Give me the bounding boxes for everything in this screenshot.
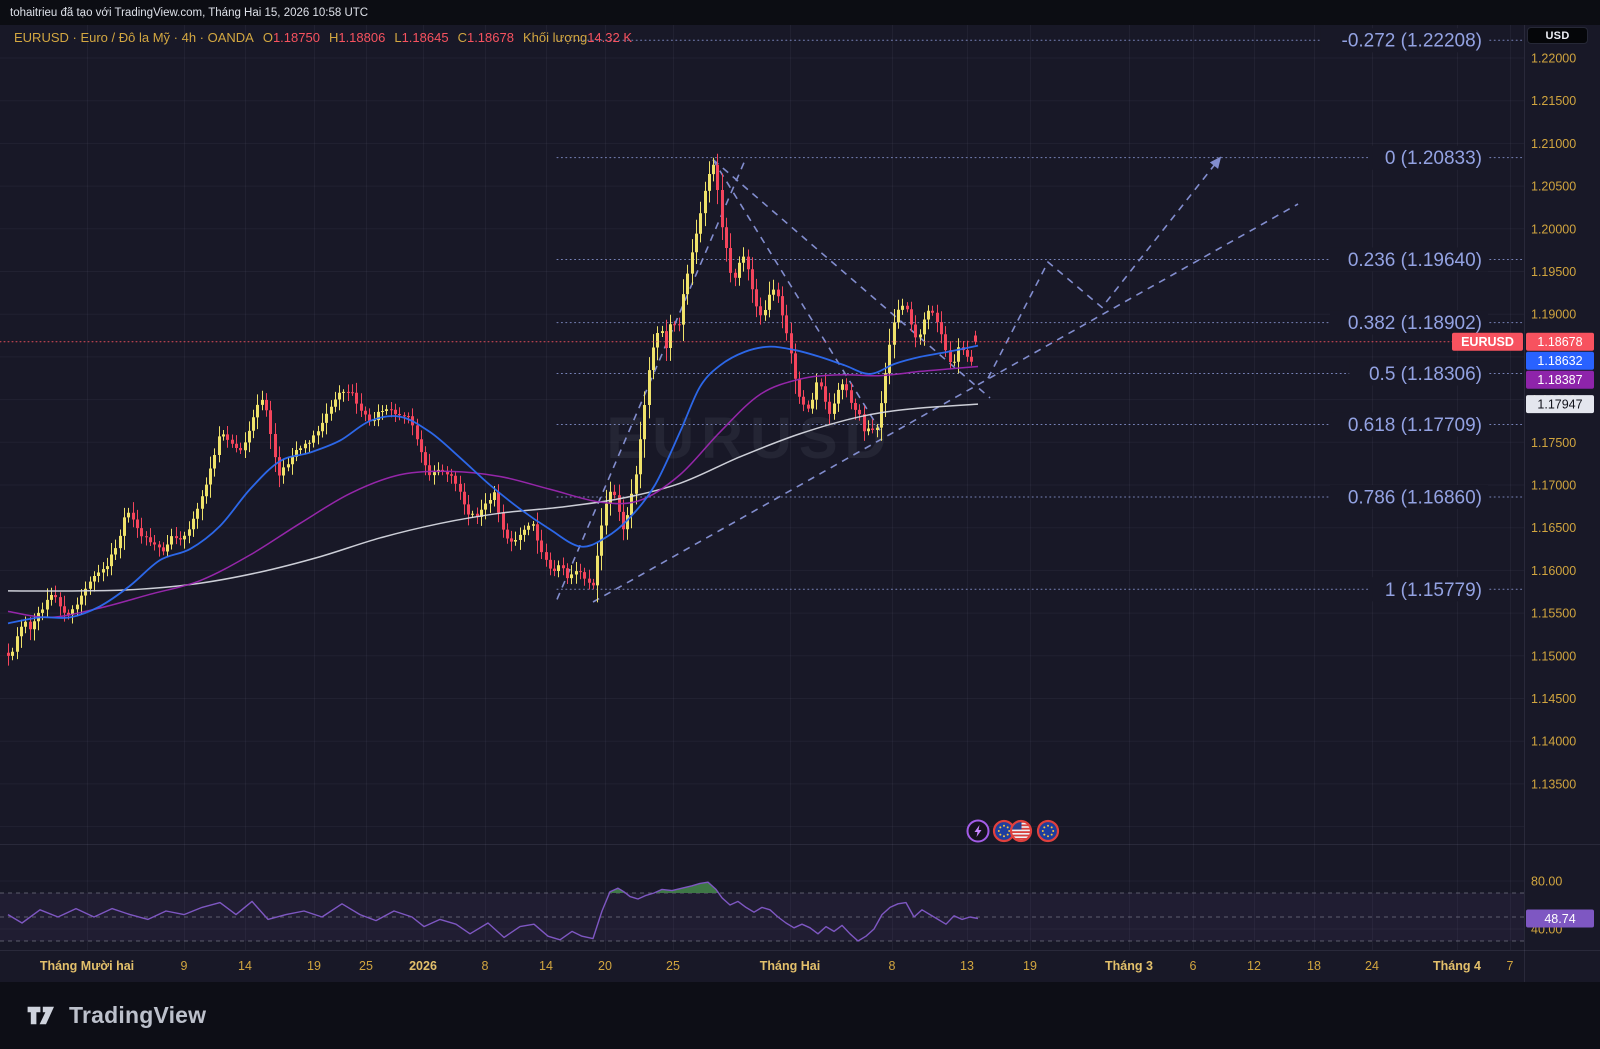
- rsi-value-badge: [1526, 909, 1594, 928]
- time-tick-label[interactable]: 19: [1023, 959, 1037, 973]
- fib-level-label: 0 (1.20833): [1385, 148, 1482, 169]
- time-tick-label[interactable]: 8: [889, 959, 896, 973]
- symbol-name-tag-text: EURUSD: [1461, 335, 1514, 349]
- ma-fast-line: [7, 344, 979, 625]
- symbol-watermark: EURUSD: [607, 406, 894, 471]
- tradingview-brand-text[interactable]: TradingView: [69, 1002, 207, 1028]
- ma-slow-line: [7, 403, 979, 592]
- falling-line-steep: [712, 159, 881, 431]
- event-marker-eu-flag[interactable]: [1036, 819, 1060, 843]
- rsi-tick-label: 80.00: [1531, 875, 1562, 889]
- time-tick-label[interactable]: 12: [1247, 959, 1261, 973]
- legend-symbol-title[interactable]: EURUSD · Euro / Đô la Mỹ · 4h · OANDA: [14, 29, 254, 45]
- projected-wave-path: [987, 157, 1221, 379]
- fib-level-label: -0.272 (1.22208): [1342, 31, 1483, 52]
- currency-toggle-button[interactable]: USD: [1527, 27, 1588, 44]
- time-tick-label[interactable]: 20: [598, 959, 612, 973]
- price-tick-label: 1.22000: [1531, 52, 1576, 66]
- time-axis: Tháng Mười hai 9 14 19 25 2026 8 14 20 25 Tháng Ha…: [40, 959, 1514, 973]
- grid-lines: [0, 25, 1524, 950]
- time-tick-label[interactable]: 9: [181, 959, 188, 973]
- price-tick-label: 1.17500: [1531, 436, 1576, 450]
- ma-medium-badge: [1526, 370, 1594, 389]
- time-tick-label[interactable]: 13: [960, 959, 974, 973]
- ma-medium-line: [7, 365, 979, 619]
- price-axis: 1.22000 1.21500 1.21000 1.20500 1.20000 1.195…: [1531, 52, 1576, 937]
- fib-level-label: 0.786 (1.16860): [1348, 487, 1482, 508]
- tradingview-logo-icon[interactable]: [26, 1004, 58, 1027]
- rsi-line: [7, 881, 979, 942]
- time-tick-label[interactable]: Tháng Mười hai: [40, 959, 134, 973]
- legend-high: H1.18806: [328, 29, 386, 45]
- event-markers: [966, 819, 1060, 843]
- time-tick-label[interactable]: 18: [1307, 959, 1321, 973]
- footer-bar: TradingView: [0, 982, 1600, 1049]
- price-label-badges: EURUSD 1.18678 1.18632 1.18387 1.17947 48.74: [1452, 332, 1594, 928]
- time-tick-label[interactable]: 24: [1365, 959, 1379, 973]
- time-tick-label[interactable]: 14: [238, 959, 252, 973]
- time-tick-label[interactable]: 2026: [409, 959, 437, 973]
- rsi-overbought-fill: [610, 888, 624, 893]
- time-tick-label[interactable]: Tháng 3: [1105, 959, 1153, 973]
- last-price-badge: [1526, 332, 1594, 351]
- price-tick-label: 1.19000: [1531, 308, 1576, 322]
- time-tick-label[interactable]: 6: [1190, 959, 1197, 973]
- symbol-name-tag: [1452, 332, 1523, 351]
- fib-level-label: 0.382 (1.18902): [1348, 313, 1482, 334]
- price-tick-label: 1.20000: [1531, 222, 1576, 236]
- legend-volume-label: Khối lượng: [522, 29, 588, 45]
- price-tick-label: 1.17000: [1531, 479, 1576, 493]
- ma-fast-badge-text: 1.18632: [1537, 354, 1582, 368]
- price-tick-label: 1.14000: [1531, 735, 1576, 749]
- time-tick-label[interactable]: 7: [1507, 959, 1514, 973]
- legend-low: L1.18645: [394, 29, 449, 45]
- eu-flag-icon: [1036, 819, 1060, 843]
- event-marker-eu-flag[interactable]: [992, 819, 1016, 843]
- fibonacci-retracement: -0.272 (1.22208) 0 (1.20833) 0.236 (1.1964…: [556, 28, 1525, 602]
- price-tick-label: 1.21500: [1531, 94, 1576, 108]
- last-price-badge-text: 1.18678: [1537, 335, 1582, 349]
- ma-slow-badge: [1526, 395, 1594, 414]
- price-tick-label: 1.16500: [1531, 521, 1576, 535]
- fib-level-label: 1 (1.15779): [1385, 580, 1482, 601]
- falling-line-shallow: [712, 158, 991, 399]
- time-tick-label[interactable]: 25: [666, 959, 680, 973]
- time-tick-label[interactable]: 19: [307, 959, 321, 973]
- time-tick-label[interactable]: 25: [359, 959, 373, 973]
- ma-slow-badge-text: 1.17947: [1537, 398, 1582, 412]
- fib-level-label: 0.5 (1.18306): [1369, 364, 1482, 385]
- price-tick-label: 1.15000: [1531, 649, 1576, 663]
- time-tick-label[interactable]: Tháng 4: [1433, 959, 1481, 973]
- price-tick-label: 1.13500: [1531, 777, 1576, 791]
- attribution-text: tohaitrieu đã tạo với TradingView.com, T…: [10, 6, 369, 19]
- trendline-drawings: [556, 156, 1299, 603]
- time-tick-label[interactable]: 8: [482, 959, 489, 973]
- ma-medium-badge-text: 1.18387: [1537, 373, 1582, 387]
- event-marker-flash-event[interactable]: [966, 819, 990, 843]
- price-tick-label: 1.21000: [1531, 137, 1576, 151]
- price-tick-label: 1.20500: [1531, 180, 1576, 194]
- legend-close: C1.18678: [457, 29, 514, 45]
- ascending-support-trendline: [592, 203, 1299, 603]
- attribution-bar: tohaitrieu đã tạo với TradingView.com, T…: [0, 0, 1600, 25]
- ma-fast-badge: [1526, 351, 1594, 370]
- price-tick-label: 1.15500: [1531, 607, 1576, 621]
- price-tick-label: 1.19500: [1531, 265, 1576, 279]
- symbol-legend[interactable]: EURUSD · Euro / Đô la Mỹ · 4h · OANDA O1…: [14, 28, 632, 46]
- price-tick-label: 1.16000: [1531, 564, 1576, 578]
- legend-volume-value: 14.32 K: [587, 29, 633, 45]
- legend-open: O1.18750: [262, 29, 320, 45]
- fib-level-label: 0.236 (1.19640): [1348, 250, 1482, 271]
- rsi-indicator: [0, 881, 1524, 942]
- rising-trendline-to-peak: [556, 157, 747, 600]
- fib-level-label: 0.618 (1.17709): [1348, 415, 1482, 436]
- event-marker-us-flag[interactable]: [1009, 819, 1033, 843]
- time-tick-label[interactable]: 14: [539, 959, 553, 973]
- rsi-value-badge-text: 48.74: [1544, 912, 1575, 926]
- time-tick-label[interactable]: Tháng Hai: [760, 959, 820, 973]
- wave-arrowhead: [1209, 156, 1222, 169]
- price-tick-label: 1.14500: [1531, 692, 1576, 706]
